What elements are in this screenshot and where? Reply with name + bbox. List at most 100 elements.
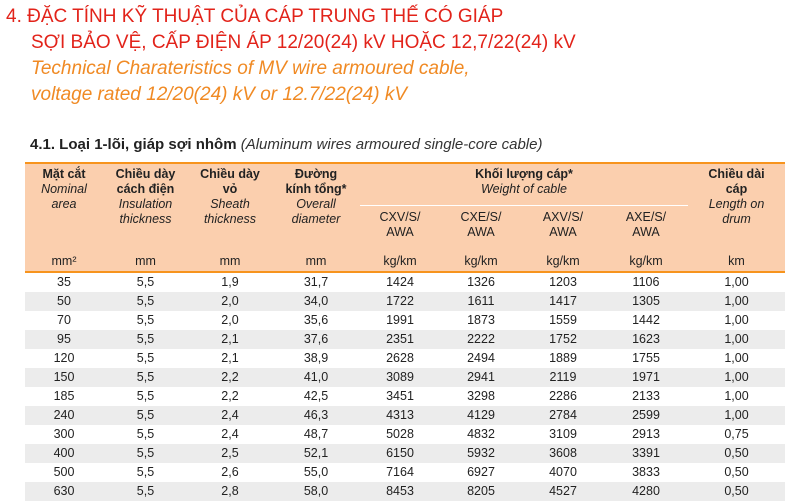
header-vi: Chiều dày vỏ bbox=[200, 167, 260, 196]
data-cell: 2628 bbox=[386, 351, 414, 365]
data-cell: 5,5 bbox=[103, 406, 188, 425]
data-cell: 400 bbox=[25, 444, 103, 463]
header-cell: Chiều dày cách điện Insulation thickness bbox=[103, 163, 188, 252]
data-cell: 2,5 bbox=[188, 444, 272, 463]
data-cell: 185 bbox=[53, 389, 75, 403]
data-cell: 4070 bbox=[549, 465, 577, 479]
data-cell: 7164 bbox=[386, 465, 414, 479]
header-en: Weight of cable bbox=[481, 182, 567, 196]
subtitle-line: voltage rated 12/20(24) kV or 12.7/22(24… bbox=[31, 84, 408, 105]
header-en: Sheath thickness bbox=[203, 197, 257, 226]
data-cell: 5,5 bbox=[136, 427, 155, 441]
data-cell: 5,5 bbox=[103, 292, 188, 311]
data-row: 150 5,5 2,2 41,0 3089 2941 2119 1971 1,00 bbox=[25, 368, 785, 387]
data-cell: 50 bbox=[25, 292, 103, 311]
data-cell: 4832 bbox=[467, 427, 495, 441]
header-row: CXV/S/ AWA CXE/S/ AWA AXV/S/ AWA AXE/S/ AWA bbox=[25, 205, 785, 252]
data-cell: 3833 bbox=[632, 465, 660, 479]
data-cell: 1442 bbox=[632, 313, 660, 327]
data-cell: 4129 bbox=[440, 406, 522, 425]
header-en: Overall diameter bbox=[291, 197, 341, 226]
data-cell: 5,5 bbox=[103, 368, 188, 387]
data-cell: 1,00 bbox=[688, 330, 785, 349]
data-cell: 1,00 bbox=[724, 275, 749, 289]
unit-cell: kg/km bbox=[360, 252, 440, 273]
data-cell: 0,50 bbox=[688, 444, 785, 463]
data-cell: 3391 bbox=[604, 444, 688, 463]
data-cell: 2,0 bbox=[221, 313, 239, 327]
data-cell: 500 bbox=[53, 465, 75, 479]
data-row: 95 5,5 2,1 37,6 2351 2222 1752 1623 1,00 bbox=[25, 330, 785, 349]
unit-cell: mm bbox=[188, 252, 272, 273]
data-cell: 37,6 bbox=[272, 330, 360, 349]
data-cell: 38,9 bbox=[303, 351, 329, 365]
data-cell: 1873 bbox=[467, 313, 495, 327]
header-vi: Đường kính tổng* bbox=[285, 167, 347, 196]
data-cell: 1424 bbox=[386, 275, 414, 289]
subtitle: Technical Charateristics of MV wire armo… bbox=[31, 56, 470, 108]
data-cell: 48,7 bbox=[303, 427, 329, 441]
data-cell: 2,4 bbox=[188, 406, 272, 425]
data-cell: 2913 bbox=[632, 427, 660, 441]
data-cell: 150 bbox=[25, 368, 103, 387]
header-vi: Chiều dài cáp bbox=[708, 167, 765, 196]
data-row: 500 5,5 2,6 55,0 7164 6927 4070 3833 0,50 bbox=[25, 463, 785, 482]
data-row: 300 5,5 2,4 48,7 5028 4832 3109 2913 0,75 bbox=[25, 425, 785, 444]
subtitle-line: Technical Charateristics of MV wire armo… bbox=[31, 58, 470, 79]
data-cell: 1,00 bbox=[688, 406, 785, 425]
data-row: 50 5,5 2,0 34,0 1722 1611 1417 1305 1,00 bbox=[25, 292, 785, 311]
section-note: (Aluminum wires armoured single-core cab… bbox=[240, 136, 543, 153]
data-cell: 1,00 bbox=[688, 368, 785, 387]
data-row: 630 5,5 2,8 58,0 8453 8205 4527 4280 0,50 bbox=[25, 482, 785, 501]
unit-cell: mm bbox=[103, 252, 188, 273]
section-label: 4.1. Loại 1-lõi, giáp sợi nhôm bbox=[30, 136, 237, 153]
unit-cell: mm² bbox=[25, 252, 103, 273]
data-row: 70 5,5 2,0 35,6 1991 1873 1559 1442 1,00 bbox=[25, 311, 785, 330]
data-cell: 2,1 bbox=[221, 351, 239, 365]
data-cell: 5,5 bbox=[103, 330, 188, 349]
data-cell: 630 bbox=[25, 482, 103, 501]
subheader-cell: CXE/S/ AWA bbox=[440, 205, 522, 252]
data-cell: 2,4 bbox=[221, 427, 239, 441]
data-cell: 1305 bbox=[604, 292, 688, 311]
data-cell: 120 bbox=[53, 351, 75, 365]
header-en: Length on drum bbox=[708, 197, 765, 226]
data-cell: 2,2 bbox=[221, 389, 239, 403]
header-vi: Chiều dày cách điện bbox=[115, 167, 176, 196]
data-cell: 3298 bbox=[467, 389, 495, 403]
data-cell: 3089 bbox=[360, 368, 440, 387]
data-cell: 8453 bbox=[360, 482, 440, 501]
data-cell: 2,2 bbox=[188, 368, 272, 387]
data-cell: 41,0 bbox=[272, 368, 360, 387]
data-cell: 2,0 bbox=[188, 292, 272, 311]
subheader-cell: AXE/S/ AWA bbox=[604, 205, 688, 252]
data-cell: 1106 bbox=[632, 275, 660, 289]
data-cell: 2222 bbox=[440, 330, 522, 349]
data-cell: 5,5 bbox=[136, 351, 155, 365]
data-cell: 3451 bbox=[386, 389, 414, 403]
data-cell: 1991 bbox=[386, 313, 414, 327]
data-cell: 5,5 bbox=[136, 313, 155, 327]
data-cell: 2286 bbox=[549, 389, 577, 403]
header-vi: Khối lượng cáp* bbox=[475, 167, 573, 181]
subheader-cell: AXV/S/ AWA bbox=[522, 205, 604, 252]
data-cell: 95 bbox=[25, 330, 103, 349]
title-line: 4. ĐẶC TÍNH KỸ THUẬT CỦA CÁP TRUNG THẾ C… bbox=[6, 6, 504, 27]
header-vi: Mặt cắt bbox=[42, 167, 86, 181]
data-cell: 1611 bbox=[440, 292, 522, 311]
unit-cell: km bbox=[688, 252, 785, 273]
header-cell: Đường kính tổng* Overall diameter bbox=[272, 163, 360, 252]
data-cell: 35,6 bbox=[303, 313, 329, 327]
data-row: 35 5,5 1,9 31,7 1424 1326 1203 1106 1,00 bbox=[25, 272, 785, 292]
data-cell: 1,00 bbox=[724, 313, 749, 327]
data-cell: 1971 bbox=[604, 368, 688, 387]
data-cell: 35 bbox=[57, 275, 71, 289]
subheader-cell: CXV/S/ AWA bbox=[360, 205, 440, 252]
units-row: mm² mm mm mm kg/km kg/km kg/km kg/km km bbox=[25, 252, 785, 273]
data-cell: 1203 bbox=[549, 275, 577, 289]
data-cell: 4527 bbox=[522, 482, 604, 501]
data-cell: 1,00 bbox=[724, 351, 749, 365]
data-cell: 5932 bbox=[440, 444, 522, 463]
data-cell: 5,5 bbox=[136, 465, 155, 479]
data-cell: 2119 bbox=[522, 368, 604, 387]
